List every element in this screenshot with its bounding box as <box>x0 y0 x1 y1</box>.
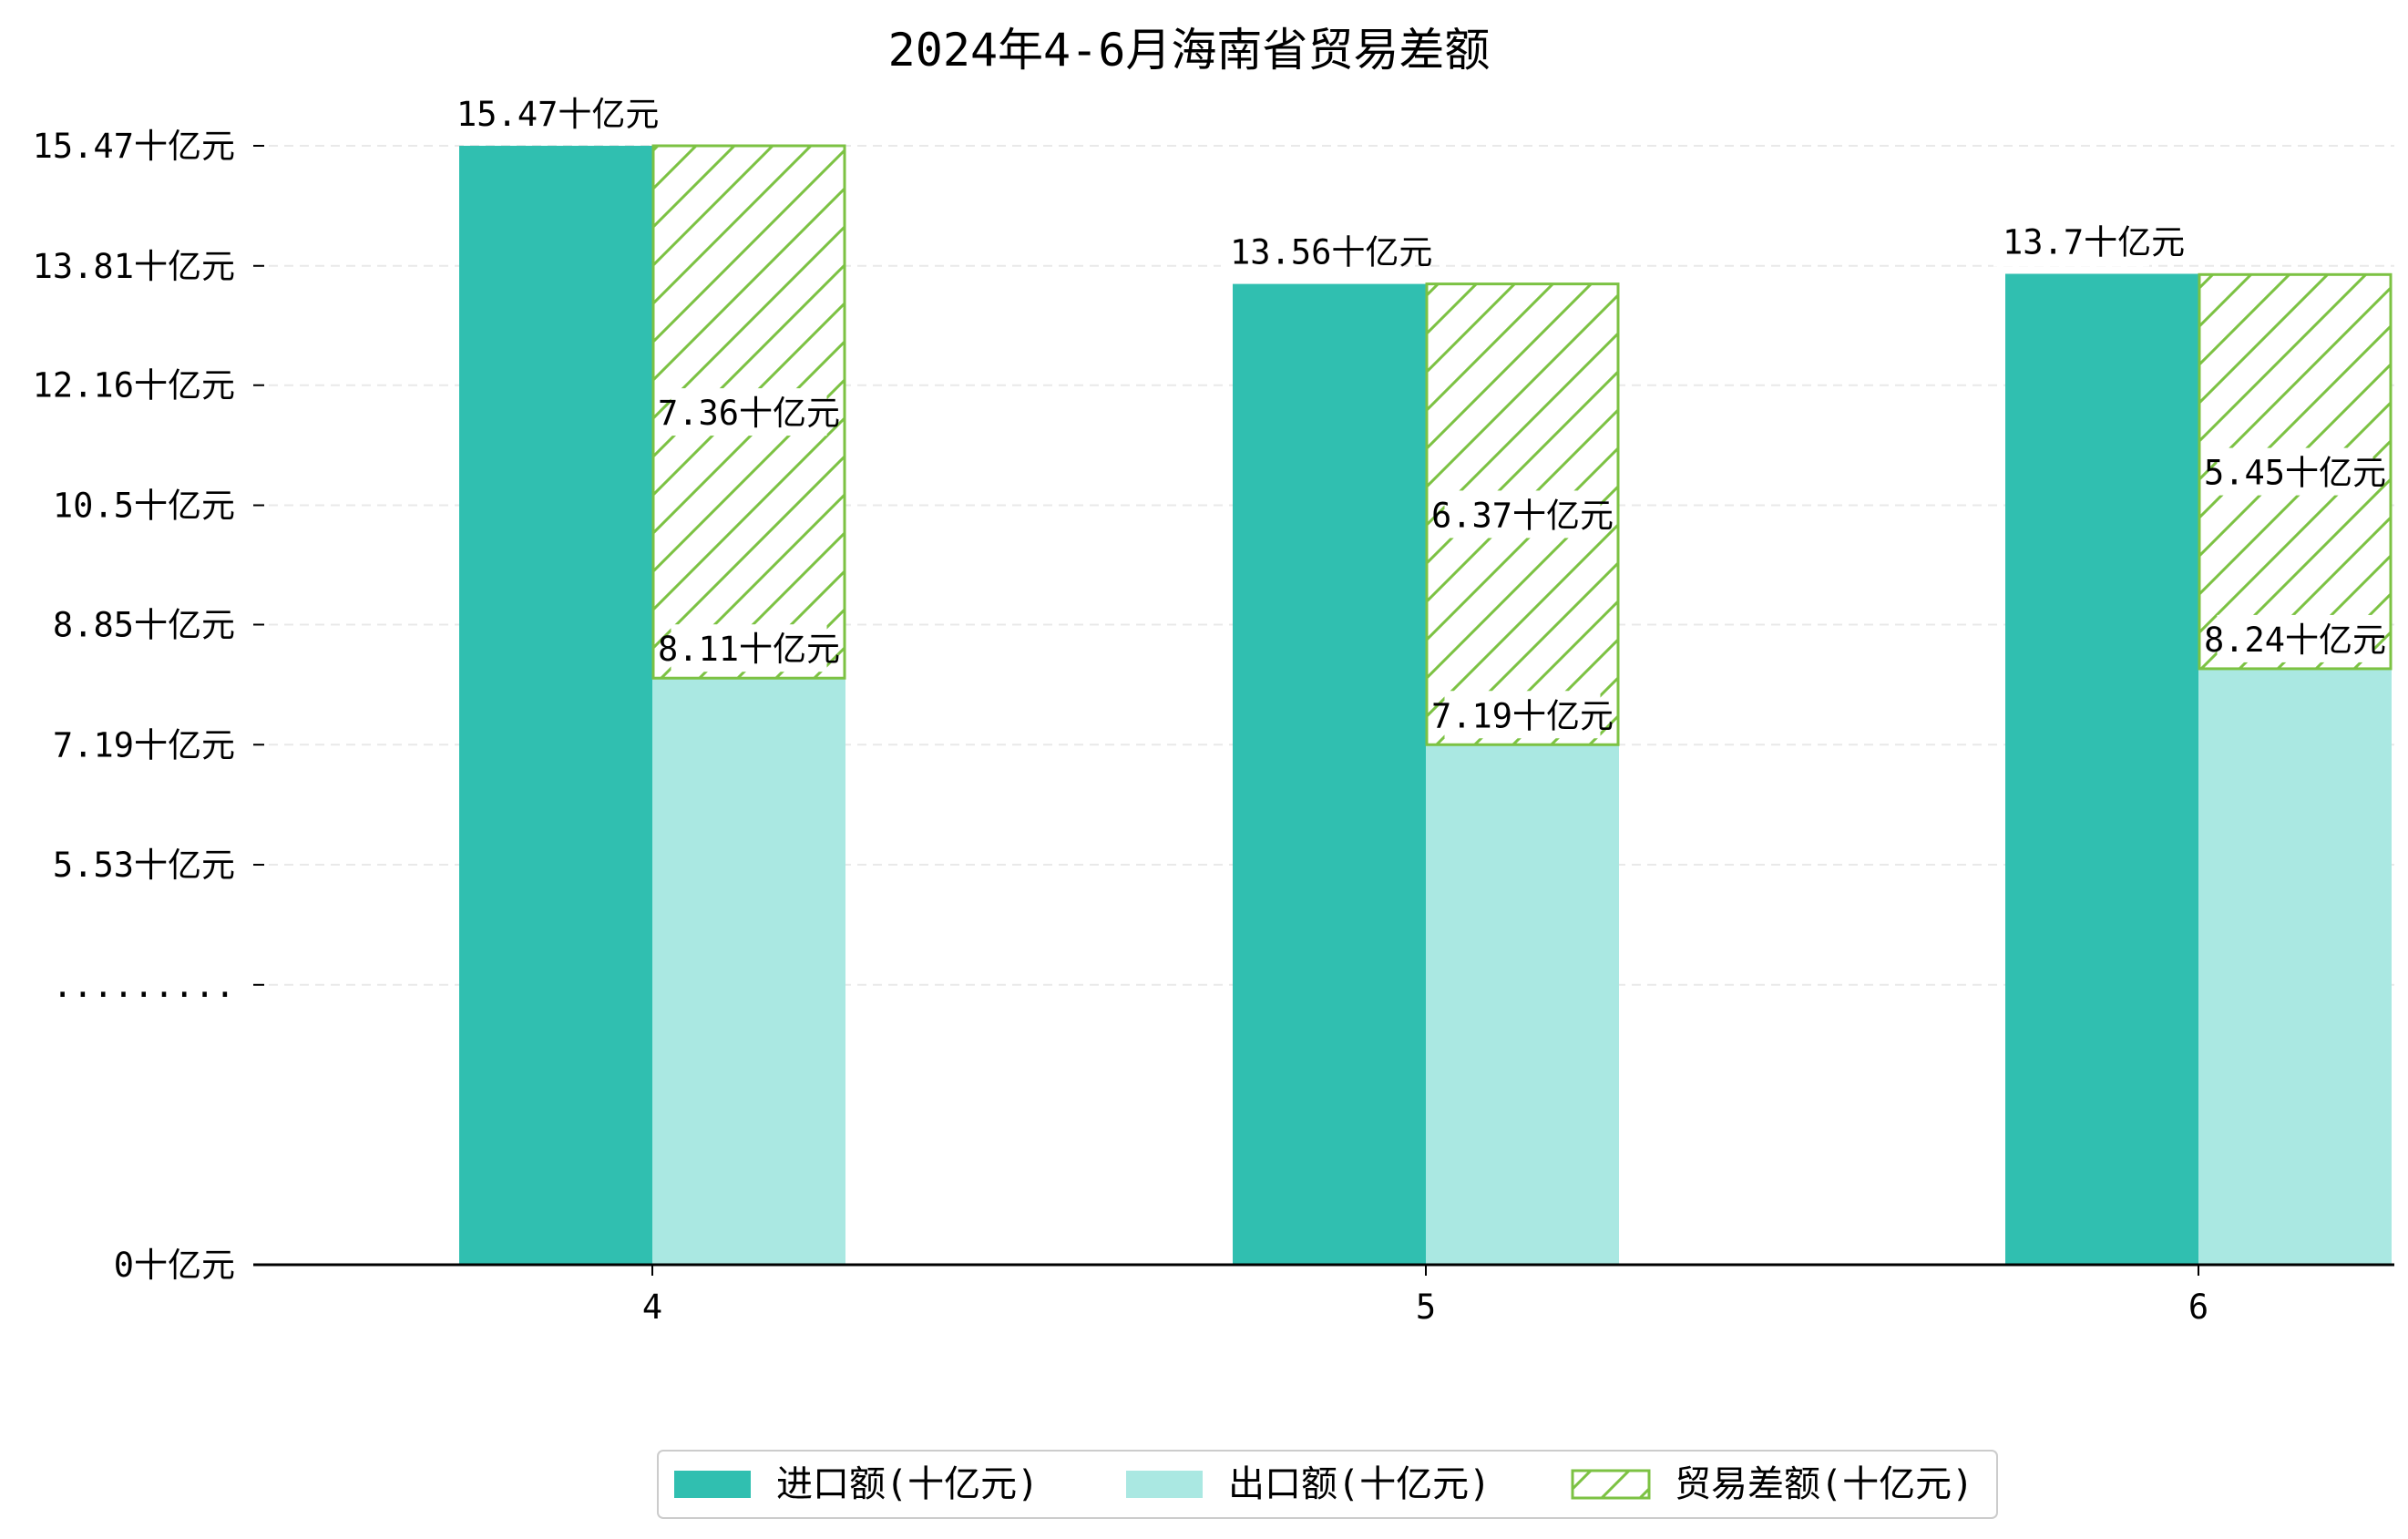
legend-label: 进口额(十亿元) <box>776 1463 1039 1505</box>
import-value-label-bg <box>1221 229 1396 277</box>
legend-swatch <box>674 1471 751 1498</box>
y-tick-label: 5.53十亿元 <box>53 846 235 885</box>
export-value-label-bg <box>671 624 827 672</box>
y-tick-label: 7.19十亿元 <box>53 725 235 764</box>
bar-export <box>1426 744 1619 1265</box>
bar-export <box>652 678 845 1265</box>
legend-box <box>657 1450 1998 1519</box>
y-tick-label: ......... <box>53 966 235 1005</box>
legend-swatch <box>1571 1469 1651 1500</box>
legend-label: 贸易差额(十亿元) <box>1675 1463 1973 1505</box>
import-value-label: 15.47十亿元 <box>456 95 659 134</box>
trade-balance-value-label-bg <box>671 388 827 436</box>
x-tick-label: 5 <box>1416 1288 1436 1327</box>
export-value-label: 8.24十亿元 <box>2204 621 2386 660</box>
bar-import <box>1233 283 1426 1265</box>
axes: 0十亿元......... 5.53十亿元 7.19十亿元 8.85十亿元 10.5十亿… <box>33 127 2394 1327</box>
trade-balance-value-label: 6.37十亿元 <box>1431 496 1614 535</box>
y-tick-label: 12.16十亿元 <box>33 366 235 405</box>
export-value-label: 7.19十亿元 <box>1431 696 1614 735</box>
y-tick-label: 8.85十亿元 <box>53 605 235 644</box>
legend: 进口额(十亿元) 出口额(十亿元) 贸易差额(十亿元) <box>657 1450 1998 1519</box>
trade-balance-value-label-bg <box>1444 490 1601 539</box>
bar-import <box>2005 273 2198 1266</box>
bar-export <box>2198 668 2392 1265</box>
x-tick-label: 4 <box>642 1288 662 1327</box>
import-value-label: 13.7十亿元 <box>2003 223 2185 262</box>
y-tick-label: 13.81十亿元 <box>33 247 235 286</box>
legend-swatch <box>1126 1471 1203 1498</box>
trade-balance-value-label-bg <box>2217 447 2373 496</box>
import-value-label-bg <box>447 91 622 139</box>
legend-label: 出口额(十亿元) <box>1228 1463 1491 1505</box>
import-value-label: 13.56十亿元 <box>1230 233 1432 272</box>
y-tick-label: 15.47十亿元 <box>33 127 235 166</box>
import-value-label-bg <box>1993 219 2149 267</box>
export-value-label: 8.11十亿元 <box>658 630 840 669</box>
bar-import <box>459 146 652 1265</box>
bars <box>459 144 2393 1266</box>
trade-balance-value-label: 5.45十亿元 <box>2204 454 2386 493</box>
data-labels: 15.47十亿元 8.11十亿元 7.36十亿元 13.56十亿元 7.19十亿元 6.3… <box>447 91 2386 739</box>
x-tick-label: 6 <box>2188 1288 2208 1327</box>
export-value-label-bg <box>2217 614 2373 662</box>
trade-balance-value-label: 7.36十亿元 <box>658 394 840 433</box>
export-value-label-bg <box>1444 691 1601 739</box>
chart-title: 2024年4-6月海南省贸易差额 <box>888 24 1491 77</box>
y-tick-label: 0十亿元 <box>114 1246 235 1285</box>
y-tick-label: 10.5十亿元 <box>53 487 235 526</box>
